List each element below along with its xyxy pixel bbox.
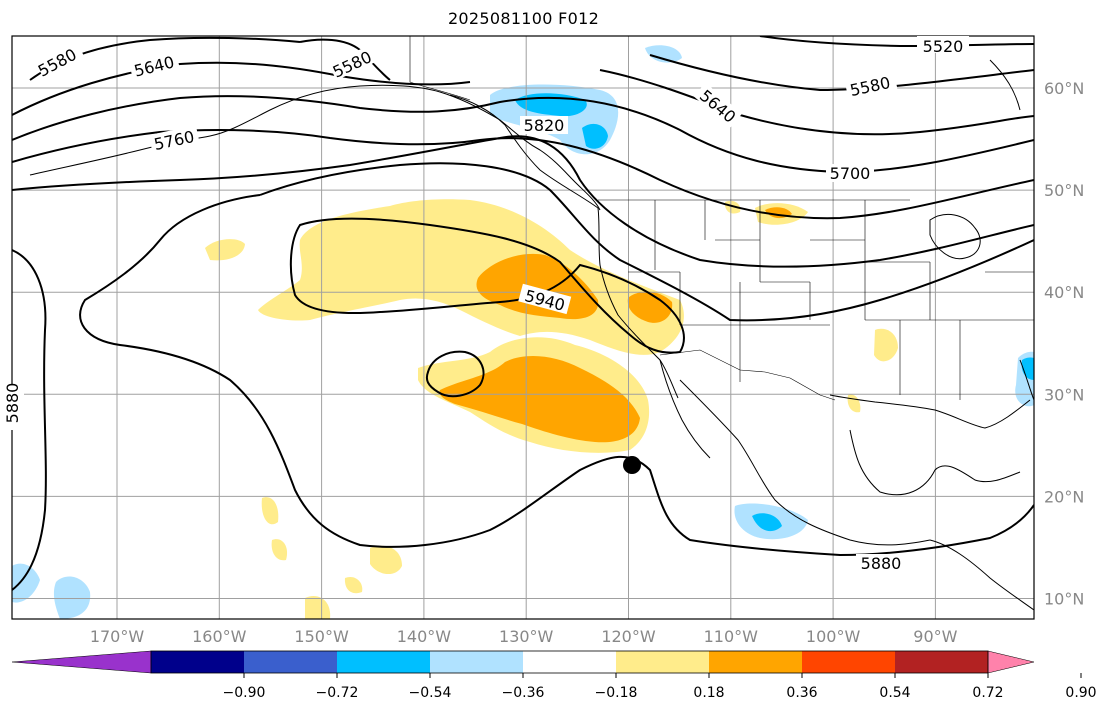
positive-shading-small-8 [271, 539, 288, 561]
latitude-label: 60°N [1044, 79, 1084, 98]
contour-label-5520: 5520 [923, 37, 964, 56]
colorbar-tick-label: −0.72 [316, 685, 359, 701]
colorbar-segment [709, 651, 803, 673]
state-borders [409, 36, 1034, 401]
colorbar-segment [430, 651, 524, 673]
baja-coast [659, 359, 711, 459]
longitude-label: 130°W [499, 627, 554, 646]
negative-shading-southwest [12, 563, 40, 603]
longitude-labels: 170°W 160°W 150°W 140°W 130°W 120°W 110°W 100°W… [90, 627, 958, 646]
latitude-label: 40°N [1044, 283, 1084, 302]
state-lines-2 [628, 271, 1034, 400]
contour-5580-ne [649, 54, 1034, 92]
colorbar-extend-high [987, 650, 1035, 674]
latitude-label: 30°N [1044, 385, 1084, 404]
longitude-label: 120°W [601, 627, 656, 646]
negative-shading-southwest-2 [53, 576, 91, 619]
mexico-coast [679, 379, 931, 546]
contour-5940 [289, 217, 685, 354]
colorbar-tick-label: 0.90 [1065, 685, 1096, 701]
colorbar-segment [523, 651, 617, 673]
colorbar-tick-label: 0.18 [693, 685, 724, 701]
colorbar-extend-low [11, 650, 152, 674]
negative-shading-bc-core [582, 123, 608, 149]
colorbar-segment [895, 651, 989, 673]
contour-label-5880-west: 5880 [3, 383, 22, 424]
positive-shading-small-7 [261, 497, 279, 525]
colorbar-frame [150, 650, 989, 674]
longitude-label: 90°W [913, 627, 957, 646]
alaska-border [409, 36, 471, 101]
coastlines [29, 59, 1034, 611]
longitude-label: 150°W [294, 627, 349, 646]
positive-shading-south-core [439, 356, 640, 443]
colorbar-segment [616, 651, 710, 673]
map-frame [11, 35, 1035, 620]
us-west-coast [597, 207, 679, 399]
contour-label-5820: 5820 [524, 116, 565, 135]
storm-position-marker [623, 456, 641, 474]
positive-shading-small-11 [344, 576, 363, 594]
contour-label-5700: 5700 [830, 164, 871, 183]
longitude-label: 100°W [806, 627, 861, 646]
yucatan-coast [849, 429, 1021, 496]
colorbar-tick-label: −0.18 [595, 685, 638, 701]
colorbar: −0.90 −0.72 −0.54 −0.36 −0.18 0.18 0.36 0.54 0.7… [11, 650, 1097, 701]
contour-5760 [12, 129, 1034, 220]
positive-shading-small-10 [305, 596, 331, 619]
positive-shading-small-1 [205, 239, 245, 261]
negative-shading-mexico-core [752, 513, 782, 532]
contour-5940-small [425, 350, 485, 398]
map-title: 2025081100 F012 [447, 9, 600, 28]
contour-5880-upper [259, 162, 1034, 322]
contour-5880-main [79, 194, 1034, 557]
contour-5640-ne [599, 69, 1034, 136]
latitude-label: 20°N [1044, 487, 1084, 506]
contour-5520 [759, 36, 1034, 48]
hudson-coast [989, 59, 1021, 111]
contour-5640-nw [12, 61, 471, 116]
colorbar-tick-label: −0.90 [223, 685, 266, 701]
latitude-label: 50°N [1044, 181, 1084, 200]
latitude-label: 10°N [1044, 590, 1084, 609]
colorbar-segment [337, 651, 431, 673]
colorbar-segment [244, 651, 338, 673]
colorbar-tick-label: 0.72 [972, 685, 1003, 701]
colorbar-segment [802, 651, 896, 673]
colorbar-tick-label: 0.36 [786, 685, 817, 701]
us-mexico-border [659, 349, 836, 401]
positive-shading-core-east [627, 291, 673, 323]
colorbar-segment [151, 651, 245, 673]
negative-shading-north [645, 45, 682, 63]
contour-label-5880-south: 5880 [861, 554, 902, 573]
positive-shading-small-9 [370, 545, 402, 575]
colorbar-tick-label: −0.36 [502, 685, 545, 701]
contour-5820 [12, 135, 1034, 268]
longitude-label: 140°W [397, 627, 452, 646]
gulf-coast [829, 394, 1031, 429]
positive-shading-small-5 [874, 328, 898, 362]
longitude-label: 170°W [90, 627, 145, 646]
florida-coast [1019, 359, 1034, 401]
contour-5880-left [12, 249, 47, 591]
latitude-labels: 60°N 50°N 40°N 30°N 20°N 10°N [1044, 79, 1084, 609]
great-lakes [929, 213, 981, 260]
state-lines-1 [654, 200, 1034, 321]
longitude-label: 110°W [704, 627, 759, 646]
colorbar-tick-label: −0.54 [409, 685, 452, 701]
longitude-label: 160°W [192, 627, 247, 646]
colorbar-tick-label: 0.54 [879, 685, 910, 701]
